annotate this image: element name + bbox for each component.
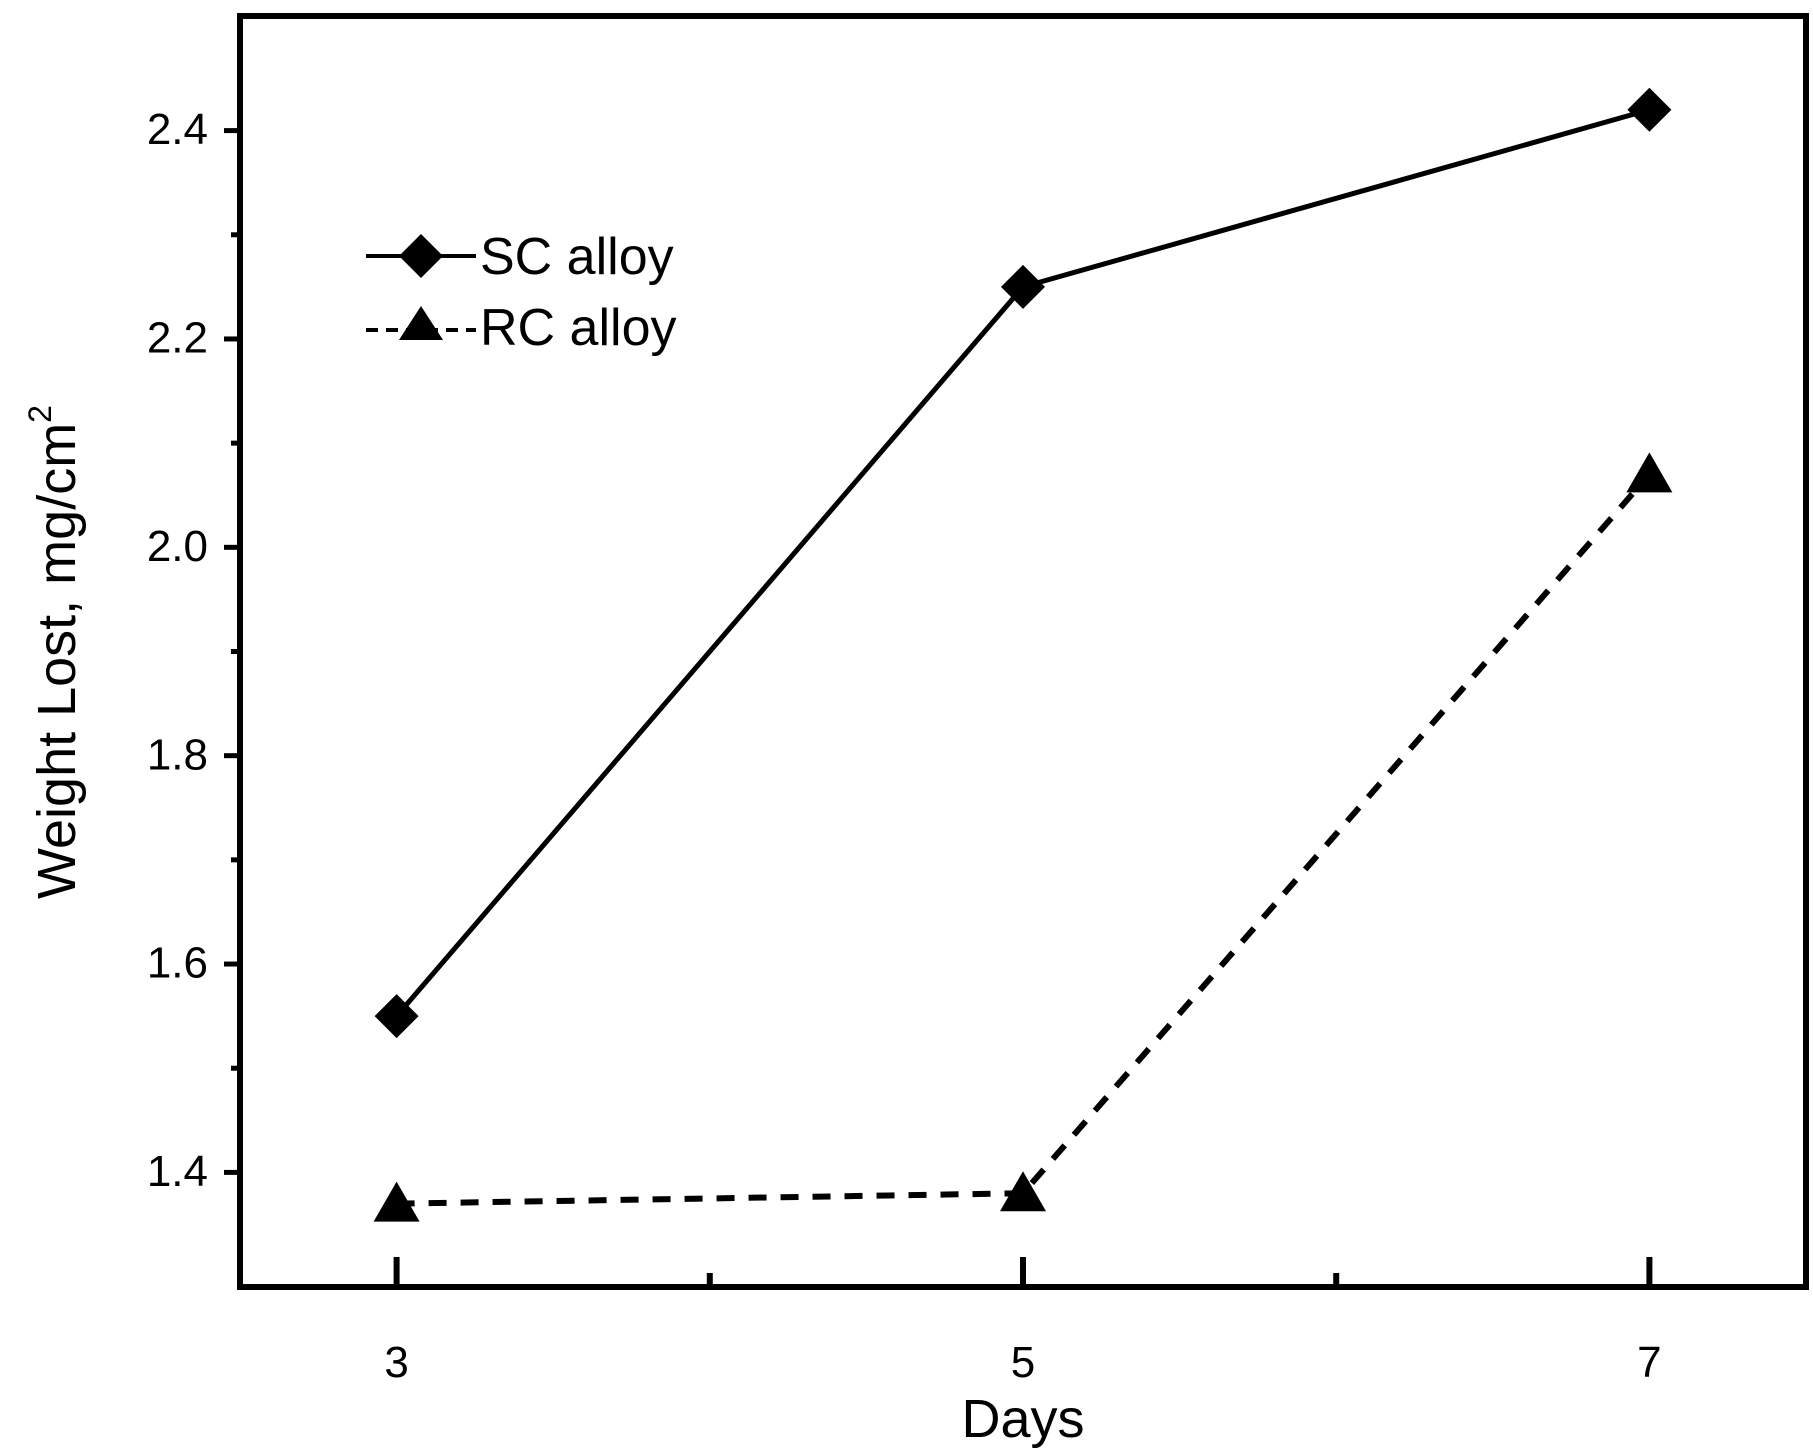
data-point-sc-alloy <box>374 994 419 1039</box>
legend-sc-label: SC alloy <box>480 228 674 286</box>
data-point-sc-alloy <box>1627 87 1672 132</box>
x-tick-label: 5 <box>1011 1338 1035 1387</box>
y-axis-title-superscript: 2 <box>22 405 58 423</box>
x-tick-label: 7 <box>1637 1338 1661 1387</box>
x-tick-label: 3 <box>384 1338 408 1387</box>
y-tick-label: 2.2 <box>147 314 208 363</box>
data-point-rc-alloy <box>1000 1171 1046 1212</box>
y-tick-label: 1.6 <box>147 939 208 988</box>
y-axis-tick-labels: 1.4 1.6 1.8 2.0 2.2 2.4 <box>147 105 208 1196</box>
y-axis-ticks <box>224 128 240 1175</box>
x-axis-title: Days <box>961 1389 1084 1449</box>
y-axis-title: Weight Lost, mg/cm2 <box>22 405 87 899</box>
y-tick-label: 2.4 <box>147 105 208 154</box>
y-tick-label: 1.8 <box>147 730 208 779</box>
data-point-rc-alloy <box>1626 452 1673 493</box>
series-line-rc-alloy <box>396 472 1652 1207</box>
legend-rc-marker <box>399 306 443 340</box>
y-tick-label: 1.4 <box>147 1147 208 1196</box>
data-point-rc-alloy <box>373 1181 420 1222</box>
data-point-sc-alloy <box>1001 264 1045 309</box>
legend-rc-label: RC alloy <box>480 299 677 357</box>
y-axis-title-main: Weight Lost, mg/cm <box>27 423 87 899</box>
plot-frame <box>237 13 1809 1290</box>
series-layer <box>373 87 1673 1222</box>
y-tick-label: 2.0 <box>147 522 208 571</box>
x-axis-ticks <box>393 1257 1653 1287</box>
legend-sc-marker <box>399 234 443 278</box>
x-axis-tick-labels: 3 5 7 <box>384 1338 1661 1387</box>
legend: SC alloy RC alloy <box>366 228 677 357</box>
